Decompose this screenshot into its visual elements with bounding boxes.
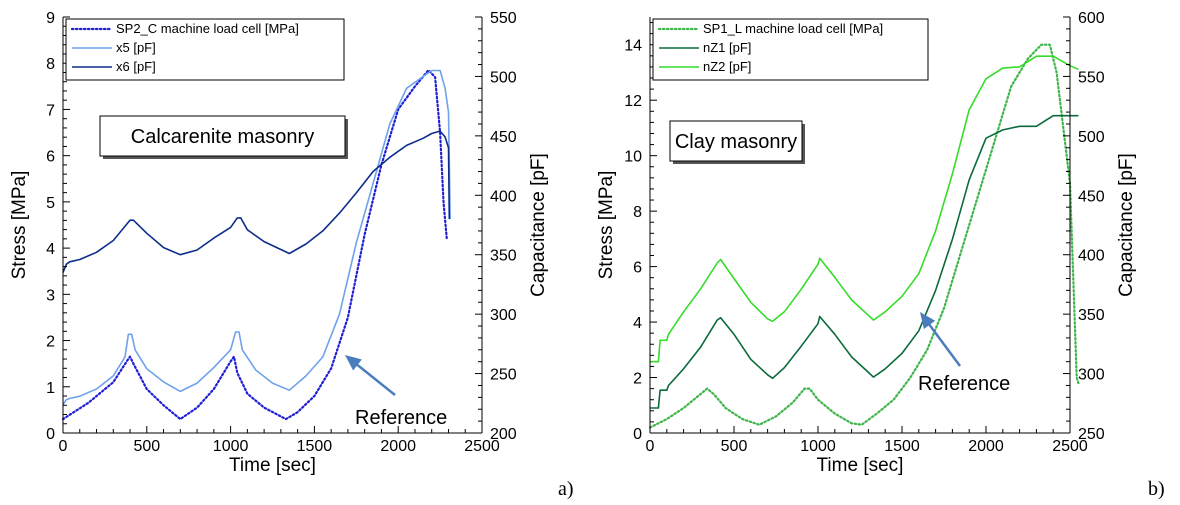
y2-tick-label: 300 bbox=[490, 307, 517, 324]
legend-box bbox=[652, 18, 929, 81]
x-tick-label: 500 bbox=[721, 438, 748, 455]
legend-label: SP2_C machine load cell [MPa] bbox=[116, 21, 299, 36]
y2-axis-title: Capacitance [pF] bbox=[528, 153, 549, 297]
y-tick-label: 4 bbox=[633, 315, 642, 332]
y-tick-label: 6 bbox=[633, 260, 642, 277]
y-tick-label: 6 bbox=[46, 149, 55, 166]
series-line-1 bbox=[61, 69, 448, 421]
y2-tick-label: 200 bbox=[490, 426, 517, 443]
x-tick-label: 2000 bbox=[968, 438, 1004, 455]
x-tick-label: 1500 bbox=[884, 438, 920, 455]
y-axis-title: Stress [MPa] bbox=[9, 171, 30, 280]
y2-tick-label: 400 bbox=[1078, 248, 1105, 265]
y-tick-label: 8 bbox=[46, 56, 55, 73]
reference-arrow-shaft bbox=[926, 320, 962, 367]
series-line-2 bbox=[62, 69, 451, 405]
y2-tick-label: 600 bbox=[1078, 10, 1105, 27]
y-tick-label: 0 bbox=[46, 426, 55, 443]
y-tick-label: 10 bbox=[624, 149, 642, 166]
y2-axis-title: Capacitance [pF] bbox=[1116, 153, 1137, 297]
x-tick-label: 1000 bbox=[800, 438, 836, 455]
x-axis-title: Time [sec] bbox=[817, 455, 904, 476]
panel-a: 0 500 1000 1500 2000 2500 0 1 2 3 4 5 6 7 8 9 200 250 300 3… bbox=[9, 10, 574, 500]
y2-tick-label: 300 bbox=[1078, 367, 1105, 384]
reference-arrow-shaft bbox=[353, 361, 396, 396]
y-tick-label: 4 bbox=[46, 241, 55, 258]
reference-arrow-head bbox=[345, 355, 362, 371]
series-line-2 bbox=[650, 114, 1079, 409]
y2-tick-label: 450 bbox=[1078, 188, 1105, 205]
annotation-box bbox=[99, 115, 346, 157]
x-tick-label: 1000 bbox=[213, 438, 249, 455]
annotation-box bbox=[669, 120, 803, 162]
panel-letter: a) bbox=[558, 478, 574, 500]
y-tick-label: 1 bbox=[46, 380, 55, 397]
x-tick-label: 0 bbox=[59, 438, 68, 455]
y2-tick-label: 500 bbox=[1078, 129, 1105, 146]
y2-tick-label: 500 bbox=[490, 69, 517, 86]
series-line-3 bbox=[650, 55, 1079, 363]
y-tick-label: 8 bbox=[633, 204, 642, 221]
panel-letter: b) bbox=[1148, 478, 1165, 500]
series-line-1 bbox=[648, 43, 1080, 429]
y2-tick-label: 350 bbox=[490, 248, 517, 265]
x-axis-title: Time [sec] bbox=[229, 455, 316, 476]
y-tick-label: 7 bbox=[46, 102, 55, 119]
legend-box bbox=[65, 18, 345, 81]
legend-label: nZ2 [pF] bbox=[703, 59, 751, 74]
x-tick-label: 2500 bbox=[464, 438, 500, 455]
y2-tick-label: 350 bbox=[1078, 307, 1105, 324]
x-tick-label: 2000 bbox=[380, 438, 416, 455]
y2-tick-label: 400 bbox=[490, 188, 517, 205]
y-tick-label: 5 bbox=[46, 195, 55, 212]
legend-label: x5 [pF] bbox=[116, 40, 156, 55]
x-tick-label: 2500 bbox=[1052, 438, 1088, 455]
y-tick-label: 2 bbox=[46, 334, 55, 351]
legend-label: nZ1 [pF] bbox=[703, 40, 751, 55]
series-line-3 bbox=[62, 130, 451, 273]
x-tick-label: 0 bbox=[646, 438, 655, 455]
reference-label: Reference bbox=[355, 407, 447, 429]
y-tick-label: 12 bbox=[624, 93, 642, 110]
reference-arrow-head bbox=[920, 312, 936, 330]
x-tick-label: 500 bbox=[133, 438, 160, 455]
panel-b: 0 500 1000 1500 2000 2500 0 2 4 6 8 10 12 14 250 300 350… bbox=[596, 10, 1165, 500]
y-tick-label: 3 bbox=[46, 287, 55, 304]
legend-label: SP1_L machine load cell [MPa] bbox=[703, 21, 883, 36]
y-tick-label: 9 bbox=[46, 10, 55, 27]
y2-tick-label: 550 bbox=[1078, 69, 1105, 86]
y2-tick-label: 450 bbox=[490, 129, 517, 146]
y-axis-title: Stress [MPa] bbox=[596, 171, 617, 280]
y-tick-label: 2 bbox=[633, 371, 642, 388]
y2-tick-label: 250 bbox=[490, 367, 517, 384]
y-tick-label: 14 bbox=[624, 38, 642, 55]
x-tick-label: 1500 bbox=[297, 438, 333, 455]
y2-tick-label: 550 bbox=[490, 10, 517, 27]
reference-label: Reference bbox=[918, 373, 1010, 395]
legend-label: x6 [pF] bbox=[116, 59, 156, 74]
y2-tick-label: 250 bbox=[1078, 426, 1105, 443]
annotation-text: Clay masonry bbox=[675, 131, 797, 153]
y-tick-label: 0 bbox=[633, 426, 642, 443]
annotation-text: Calcarenite masonry bbox=[131, 126, 314, 148]
